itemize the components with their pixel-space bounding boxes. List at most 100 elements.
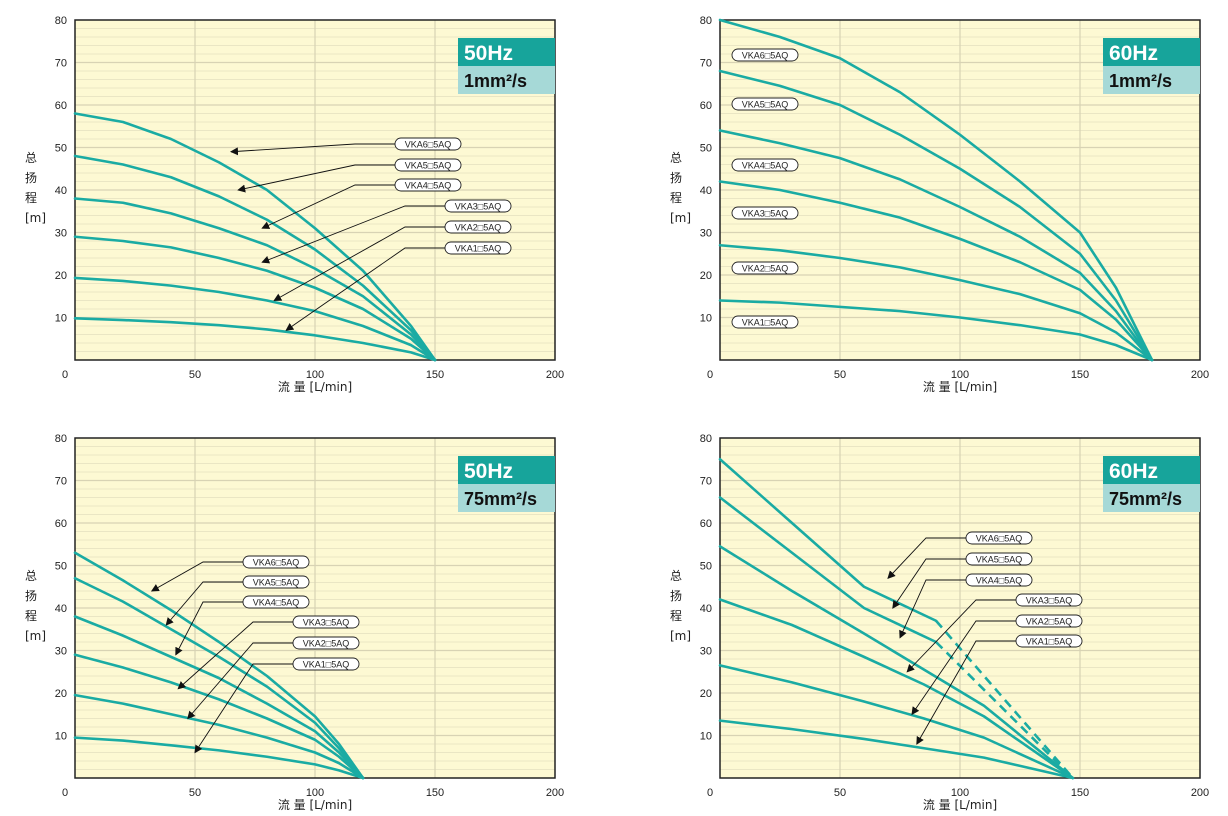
x-tick-label: 200 [1191, 369, 1209, 381]
series-label-pill [731, 315, 799, 329]
series-label-pill [731, 97, 799, 111]
series-label: VKA1□5AQ [455, 243, 501, 253]
series-label: VKA3□5AQ [455, 201, 501, 211]
y-tick-label: 20 [700, 688, 712, 700]
y-tick-label: 20 [55, 270, 67, 282]
y-tick-label: 50 [700, 143, 712, 155]
series-label-pill [731, 158, 799, 172]
plot-frame [719, 437, 1201, 779]
y-axis-title: 总扬程[m] [670, 569, 691, 643]
series-label: VKA2□5AQ [1026, 616, 1072, 626]
y-tick-label: 60 [55, 518, 67, 530]
frequency-badge [458, 456, 555, 484]
series-label: VKA1□5AQ [742, 317, 788, 327]
series-label: VKA6□5AQ [976, 533, 1022, 543]
callout-arrow [230, 143, 395, 156]
series-label: VKA3□5AQ [1026, 595, 1072, 605]
x-tick-label: 150 [1071, 787, 1089, 799]
series-line-dashed [935, 619, 1074, 779]
x-tick-label: 150 [426, 369, 444, 381]
callout-arrow [194, 663, 293, 754]
frequency-badge [458, 38, 555, 66]
y-tick-label: 40 [700, 185, 712, 197]
y-tick-label: 20 [55, 688, 67, 700]
series-label: VKA5□5AQ [976, 554, 1022, 564]
plot-frame [74, 19, 556, 361]
series-line [73, 154, 437, 362]
callout-arrow [261, 205, 445, 264]
y-tick-label: 10 [700, 731, 712, 743]
y-tick-label: 70 [700, 476, 712, 488]
callout-arrow [916, 640, 1016, 745]
callout-arrow [899, 579, 966, 639]
x-tick-label: 100 [306, 787, 324, 799]
y-tick-label: 20 [700, 270, 712, 282]
callout-arrow [165, 581, 243, 626]
callout-arrow [175, 601, 243, 656]
series-label: VKA1□5AQ [303, 659, 349, 669]
series-line [73, 576, 365, 780]
series-label: VKA1□5AQ [1026, 636, 1072, 646]
x-tick-label: 0 [62, 369, 68, 381]
series-line [73, 615, 365, 780]
series-line [718, 129, 1154, 362]
series-line [73, 197, 437, 362]
series-line [73, 112, 437, 362]
callout-arrow [177, 621, 293, 690]
x-tick-label: 0 [62, 787, 68, 799]
frequency-badge [1103, 38, 1200, 66]
viscosity-label: 75mm²/s [464, 489, 537, 509]
series-label-pill [731, 48, 799, 62]
viscosity-badge [1103, 484, 1200, 512]
series-label: VKA6□5AQ [742, 50, 788, 60]
frequency-label: 50Hz [464, 460, 513, 483]
series-label: VKA4□5AQ [976, 575, 1022, 585]
callout-arrow [150, 561, 243, 592]
y-tick-label: 80 [55, 15, 67, 27]
series-label: VKA6□5AQ [253, 557, 299, 567]
callout-arrow [261, 184, 395, 229]
y-tick-label: 10 [55, 313, 67, 325]
series-label: VKA5□5AQ [405, 160, 451, 170]
series-line [73, 551, 365, 780]
callout-arrow [911, 620, 1016, 716]
y-tick-label: 60 [55, 100, 67, 112]
series-line [73, 235, 437, 362]
x-axis-title: 流 量 [L/min] [923, 380, 997, 394]
series-line [718, 496, 938, 644]
series-line [73, 317, 437, 362]
series-line [718, 719, 1075, 780]
x-tick-label: 200 [1191, 787, 1209, 799]
plot-frame [74, 437, 556, 779]
frequency-badge [1103, 456, 1200, 484]
y-axis-title: 总扬程[m] [25, 151, 46, 225]
plot-frame [719, 19, 1201, 361]
series-line [73, 736, 365, 780]
x-axis-title: 流 量 [L/min] [923, 798, 997, 812]
x-axis-title: 流 量 [L/min] [278, 380, 352, 394]
series-label: VKA5□5AQ [253, 577, 299, 587]
y-tick-label: 70 [55, 58, 67, 70]
x-tick-label: 200 [546, 369, 564, 381]
series-line [718, 545, 1075, 780]
series-label: VKA5□5AQ [742, 99, 788, 109]
series-line [718, 243, 1154, 362]
series-label: VKA4□5AQ [742, 160, 788, 170]
series-label: VKA3□5AQ [742, 208, 788, 218]
y-tick-label: 50 [700, 561, 712, 573]
callout-arrow [187, 642, 293, 720]
series-label-pill [731, 261, 799, 275]
x-tick-label: 100 [951, 787, 969, 799]
callout-arrow [887, 537, 966, 579]
y-axis-title: 总扬程[m] [670, 151, 691, 225]
viscosity-label: 1mm²/s [1109, 71, 1172, 91]
y-tick-label: 30 [55, 228, 67, 240]
y-tick-label: 60 [700, 100, 712, 112]
frequency-label: 60Hz [1109, 460, 1158, 483]
y-tick-label: 40 [700, 603, 712, 615]
y-tick-label: 70 [55, 476, 67, 488]
x-tick-label: 150 [1071, 369, 1089, 381]
y-tick-label: 30 [700, 646, 712, 658]
x-tick-label: 50 [189, 787, 201, 799]
